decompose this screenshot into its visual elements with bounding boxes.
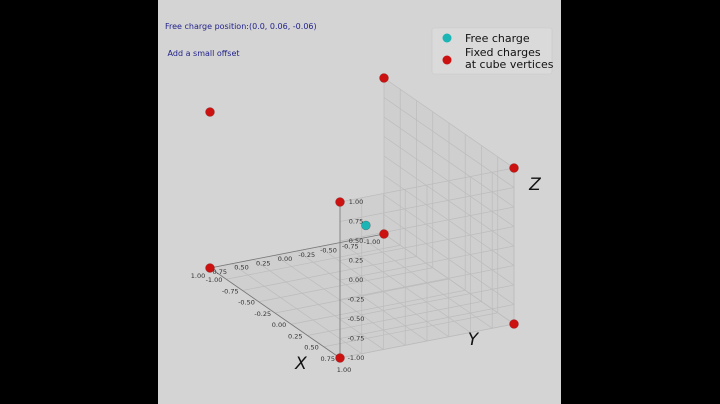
x-axis-line (209, 233, 385, 269)
x-tick-5: 0.25 (256, 259, 270, 267)
letterbox-right (561, 0, 720, 404)
point-s1-4 (509, 163, 519, 173)
x-tick-4: 0.00 (278, 255, 292, 263)
axis-labels: X Y Z (294, 175, 541, 374)
point-s1-1 (335, 353, 345, 363)
letterbox-left (0, 0, 158, 404)
legend-marker-0 (442, 33, 452, 43)
grid-floor-y7 (323, 312, 498, 348)
grid-wall-y-z4 (339, 245, 515, 281)
legend-marker-1 (442, 55, 452, 65)
x-tick-0: -1.00 (364, 238, 381, 246)
axis-lines (209, 202, 385, 359)
x-axis-label: X (294, 354, 307, 374)
y-tick-1: -0.75 (222, 287, 239, 295)
x-tick-6: 0.50 (234, 264, 248, 272)
z-tick-1: -0.75 (348, 335, 365, 343)
point-s1-7 (379, 229, 389, 239)
x-tick-2: -0.50 (320, 247, 337, 255)
y-tick-3: -0.25 (254, 310, 271, 318)
y-tick-0: -1.00 (206, 276, 223, 284)
legend-label-1-1: at cube vertices (465, 58, 554, 71)
point-s1-2 (205, 107, 215, 117)
z-tick-5: 0.25 (349, 257, 363, 265)
grid-lines (209, 77, 515, 359)
legend-label-0-0: Free charge (465, 32, 530, 45)
y-tick-7: 0.75 (321, 355, 335, 363)
z-tick-6: 0.50 (349, 237, 363, 245)
y-axis-line (209, 267, 341, 359)
grid-wall-y-z6 (339, 206, 515, 242)
tick-labels: -1.00-0.75-0.50-0.250.000.250.500.751.00… (191, 198, 381, 374)
y-tick-6: 0.50 (304, 344, 318, 352)
z-axis-label: Z (528, 175, 541, 195)
x-tick-3: -0.25 (298, 251, 315, 259)
x-tick-7: 0.75 (213, 268, 227, 276)
point-s0-0 (361, 220, 371, 231)
legend-box (431, 27, 553, 75)
z-tick-4: 0.00 (349, 276, 363, 284)
legend-label-1-0: Fixed charges (465, 46, 541, 59)
z-tick-7: 0.75 (349, 218, 363, 226)
z-tick-2: -0.50 (348, 315, 365, 323)
grid-floor-y8 (339, 323, 515, 359)
point-s1-5 (509, 319, 519, 329)
z-tick-3: -0.25 (348, 296, 365, 304)
x-tick-8: 1.00 (191, 272, 205, 280)
x-tick-1: -0.75 (342, 242, 359, 250)
y-tick-4: 0.00 (272, 321, 286, 329)
z-tick-8: 1.00 (349, 198, 363, 206)
y-tick-5: 0.25 (288, 332, 302, 340)
y-tick-2: -0.50 (238, 299, 255, 307)
y-tick-8: 1.00 (337, 366, 351, 374)
position-annotation: Free charge position:(0.0, 0.06, -0.06) … (165, 4, 317, 76)
z-tick-0: -1.00 (348, 354, 365, 362)
grid-wall-y-z8 (339, 167, 515, 203)
point-s1-0 (335, 197, 345, 207)
annotation-line-2: Add a small offset (165, 49, 240, 58)
grid-wall-y-z7 (339, 187, 515, 222)
data-points (205, 73, 519, 363)
grid-wall-y-z5 (339, 226, 515, 261)
point-s1-3 (205, 263, 215, 273)
point-s1-6 (379, 73, 389, 83)
grid-floor-y5 (291, 289, 466, 325)
grid-floor-y6 (307, 301, 482, 336)
y-axis-label: Y (468, 330, 480, 350)
grid-wall-x-z8 (383, 77, 515, 169)
annotation-line-1: Free charge position:(0.0, 0.06, -0.06) (165, 22, 317, 31)
